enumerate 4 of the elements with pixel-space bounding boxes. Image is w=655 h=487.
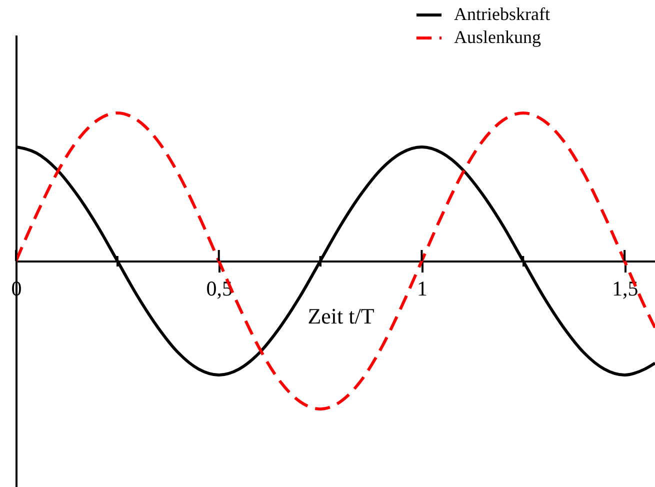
x-axis-title: Zeit t/T bbox=[308, 304, 375, 328]
legend-label: Antriebskraft bbox=[454, 4, 550, 24]
x-tick-label: 1 bbox=[416, 276, 428, 300]
legend-label: Auslenkung bbox=[454, 27, 541, 47]
